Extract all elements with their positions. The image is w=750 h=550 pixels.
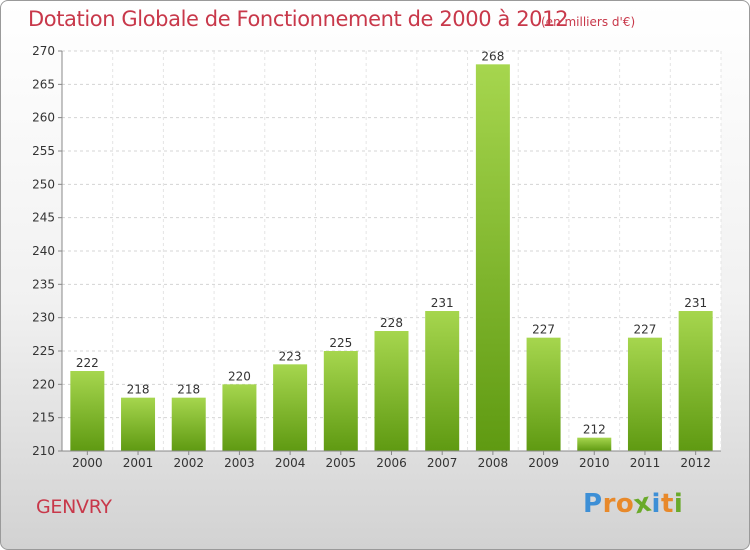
bar-2004: [273, 364, 308, 451]
value-label: 231: [684, 296, 707, 310]
value-label: 218: [177, 383, 200, 397]
bar-2001: [121, 397, 156, 451]
y-tick-label: 250: [32, 177, 55, 191]
y-tick-label: 265: [32, 77, 55, 91]
logo-letter: o: [615, 489, 635, 519]
logo-letter: P: [583, 489, 603, 519]
value-label: 268: [481, 49, 504, 63]
x-tick-label: 2010: [579, 456, 610, 470]
value-label: 231: [431, 296, 454, 310]
logo-letter: r: [602, 489, 616, 519]
x-tick-label: 2000: [72, 456, 103, 470]
value-label: 223: [279, 349, 302, 363]
y-tick-label: 230: [32, 311, 55, 325]
y-tick-label: 240: [32, 244, 55, 258]
x-tick-label: 2007: [427, 456, 458, 470]
y-tick-label: 245: [32, 211, 55, 225]
chart-title: Dotation Globale de Fonctionnement de 20…: [28, 7, 569, 31]
bar-2012: [678, 311, 713, 451]
bar-2006: [374, 331, 409, 451]
logo-letter: i: [651, 489, 661, 519]
commune-name: GENVRY: [36, 496, 112, 518]
x-tick-label: 2005: [326, 456, 357, 470]
y-tick-label: 235: [32, 277, 55, 291]
x-tick-label: 2003: [224, 456, 255, 470]
bar-2003: [222, 384, 257, 451]
x-tick-label: 2008: [478, 456, 509, 470]
proxiti-logo: Proxiti: [583, 488, 684, 521]
chart-subtitle: (en milliers d'€): [541, 15, 636, 29]
value-label: 228: [380, 316, 403, 330]
logo-letter: i: [673, 489, 684, 519]
x-tick-label: 2006: [376, 456, 407, 470]
x-tick-label: 2009: [528, 456, 559, 470]
y-tick-label: 260: [32, 111, 55, 125]
bar-2005: [323, 351, 358, 451]
value-label: 222: [76, 356, 99, 370]
bar-2007: [425, 311, 460, 451]
value-label: 212: [583, 423, 606, 437]
bar-2002: [171, 397, 206, 451]
value-label: 227: [532, 323, 555, 337]
x-tick-label: 2012: [680, 456, 711, 470]
x-tick-label: 2011: [630, 456, 661, 470]
bar-2000: [70, 371, 105, 451]
x-tick-label: 2001: [123, 456, 154, 470]
y-tick-label: 225: [32, 344, 55, 358]
bar-2011: [627, 337, 662, 451]
value-label: 218: [127, 383, 150, 397]
y-tick-label: 270: [32, 44, 55, 58]
bar-2010: [577, 437, 612, 451]
y-tick-label: 215: [32, 411, 55, 425]
value-label: 220: [228, 369, 251, 383]
bars: 222 218 218 220 223 225 228 231 268 227 212 227 231: [70, 49, 713, 452]
value-label: 225: [329, 336, 352, 350]
x-tick-label: 2002: [173, 456, 204, 470]
x-tick-label: 2004: [275, 456, 306, 470]
logo-letter: t: [660, 489, 674, 519]
bar-2008: [475, 64, 510, 452]
y-tick-label: 210: [32, 444, 55, 458]
y-tick-label: 255: [32, 144, 55, 158]
axes: 210 215 220 225 230 235 240 245 250 255 260 265 270 2…: [32, 44, 721, 470]
bar-2009: [526, 337, 561, 451]
value-label: 227: [634, 323, 657, 337]
y-tick-label: 220: [32, 377, 55, 391]
